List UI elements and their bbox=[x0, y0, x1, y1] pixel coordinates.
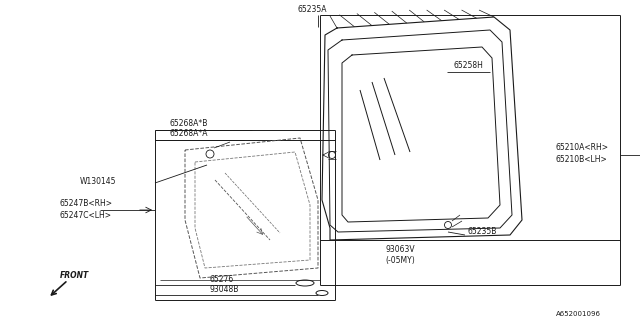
Text: (-05MY): (-05MY) bbox=[385, 257, 415, 266]
Text: W130145: W130145 bbox=[80, 177, 116, 186]
Text: 65235B: 65235B bbox=[467, 228, 497, 236]
Text: A652001096: A652001096 bbox=[556, 311, 601, 317]
Text: 65258H: 65258H bbox=[453, 61, 483, 70]
Text: 65268A*B: 65268A*B bbox=[170, 119, 209, 129]
Text: FRONT: FRONT bbox=[60, 270, 89, 279]
Text: 93048B: 93048B bbox=[210, 285, 239, 294]
Text: 65210B<LH>: 65210B<LH> bbox=[555, 156, 607, 164]
Text: 93063V: 93063V bbox=[385, 245, 415, 254]
Text: 65247B<RH>: 65247B<RH> bbox=[60, 198, 113, 207]
Text: 65247C<LH>: 65247C<LH> bbox=[60, 211, 112, 220]
Text: 65268A*A: 65268A*A bbox=[170, 130, 209, 139]
Text: 65235A: 65235A bbox=[298, 4, 328, 13]
Text: 65276: 65276 bbox=[210, 276, 234, 284]
Text: 65210A<RH>: 65210A<RH> bbox=[555, 143, 608, 153]
